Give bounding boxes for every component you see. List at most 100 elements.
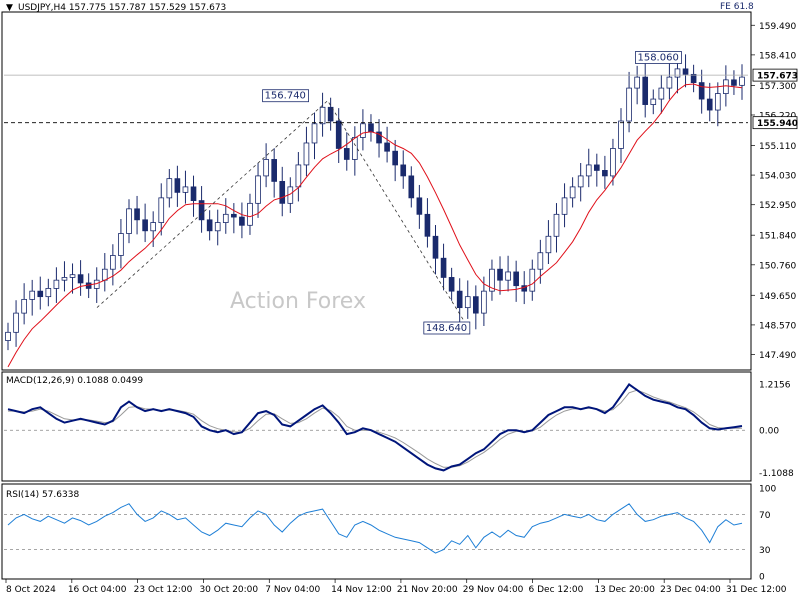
- candle: [303, 142, 310, 166]
- candle: [206, 219, 213, 232]
- candle: [335, 120, 342, 149]
- rsi-series: [4, 503, 748, 554]
- price-annotation-box: [262, 89, 309, 103]
- candle: [432, 235, 439, 259]
- macd-panel-frame: [1, 371, 752, 482]
- candle: [190, 186, 197, 202]
- candle: [271, 159, 277, 182]
- rsi-title: RSI(14) 57.6338: [6, 490, 79, 500]
- candle: [674, 68, 681, 78]
- macd-tick-label: 0.00: [759, 427, 779, 437]
- candle: [593, 164, 600, 171]
- candle: [360, 123, 366, 138]
- y-tick-label: 158.410: [759, 51, 796, 61]
- candle: [53, 279, 60, 289]
- y-tick-label: 147.490: [759, 351, 796, 361]
- y-tick-label: 152.950: [759, 201, 796, 211]
- candle: [473, 296, 479, 314]
- header-dropdown-icon[interactable]: ▼: [6, 3, 13, 13]
- candle: [182, 186, 189, 193]
- candle: [214, 222, 221, 232]
- candle: [489, 268, 495, 292]
- axis-price-tag-label: 157.673: [757, 72, 798, 82]
- price-annotation-box: [423, 321, 471, 335]
- axis-price-tag: [752, 68, 798, 82]
- price-annotation-box: [635, 51, 682, 64]
- candle: [255, 175, 261, 204]
- candle: [150, 222, 157, 232]
- x-tick-label: 23 Oct 12:00: [134, 585, 193, 595]
- candle: [110, 255, 116, 270]
- candle: [610, 148, 616, 177]
- candle: [327, 106, 334, 122]
- x-tick-label: 21 Nov 20:00: [397, 585, 458, 595]
- price-annotation: 156.740: [265, 91, 306, 102]
- candle: [5, 331, 11, 341]
- candle: [400, 164, 407, 177]
- candle: [723, 79, 729, 94]
- price-series: 156.740 148.640 158.060: [4, 51, 748, 368]
- symbol-header: USDJPY,H4 157.775 157.787 157.529 157.67…: [18, 3, 226, 13]
- candle: [142, 219, 148, 232]
- candle: [513, 271, 519, 287]
- candle: [698, 82, 705, 100]
- candle: [642, 76, 649, 105]
- candle: [69, 274, 76, 278]
- x-tick-label: 16 Oct 04:00: [68, 585, 127, 595]
- y-tick-label: 157.300: [759, 82, 796, 92]
- candle: [424, 213, 431, 237]
- candle: [247, 202, 253, 226]
- candle: [126, 208, 132, 234]
- y-tick-label: 155.110: [759, 142, 796, 152]
- candle: [456, 290, 463, 309]
- candle: [37, 290, 44, 298]
- watermark: Action Forex: [230, 289, 366, 314]
- candle: [263, 159, 269, 177]
- x-tick-label: 31 Dec 12:00: [726, 585, 787, 595]
- rsi-tick-label: 100: [759, 485, 776, 495]
- macd-signal-line: [8, 389, 742, 468]
- candle: [602, 170, 608, 177]
- candle: [553, 213, 560, 237]
- candle: [134, 208, 140, 221]
- macd-title: MACD(12,26,9) 0.1088 0.0499: [6, 376, 143, 386]
- rsi-tick-label: 70: [759, 511, 771, 521]
- candle: [739, 76, 745, 86]
- candle: [497, 268, 503, 281]
- candle: [352, 137, 358, 160]
- candle: [448, 277, 455, 292]
- rsi-panel-frame: [1, 483, 752, 580]
- x-tick-label: 13 Dec 20:00: [594, 585, 655, 595]
- candle: [666, 76, 673, 89]
- candle: [45, 288, 52, 298]
- candle: [658, 87, 665, 100]
- candle: [231, 213, 237, 218]
- candle: [376, 131, 382, 144]
- candle: [174, 178, 181, 193]
- candle: [239, 216, 245, 226]
- price-annotation: 158.060: [637, 52, 678, 63]
- candle: [577, 175, 584, 188]
- candle: [464, 296, 471, 309]
- candle: [61, 277, 68, 281]
- macd-line: [7, 383, 743, 472]
- y-tick-label: 150.760: [759, 261, 796, 271]
- candle: [585, 164, 592, 177]
- main-panel-frame: [1, 11, 752, 371]
- candle: [529, 268, 536, 292]
- rsi-line: [7, 503, 743, 554]
- candle: [384, 142, 390, 152]
- candle: [279, 180, 286, 204]
- candle: [77, 274, 84, 284]
- x-tick-label: 7 Nov 04:00: [265, 585, 320, 595]
- candle: [311, 123, 318, 144]
- macd-series: [4, 383, 748, 472]
- candle: [222, 213, 229, 223]
- y-tick-label: 151.840: [759, 232, 796, 242]
- candle: [731, 79, 737, 86]
- candle: [561, 197, 568, 215]
- candle: [29, 290, 36, 300]
- x-tick-label: 29 Nov 04:00: [463, 585, 524, 595]
- candle: [706, 98, 713, 111]
